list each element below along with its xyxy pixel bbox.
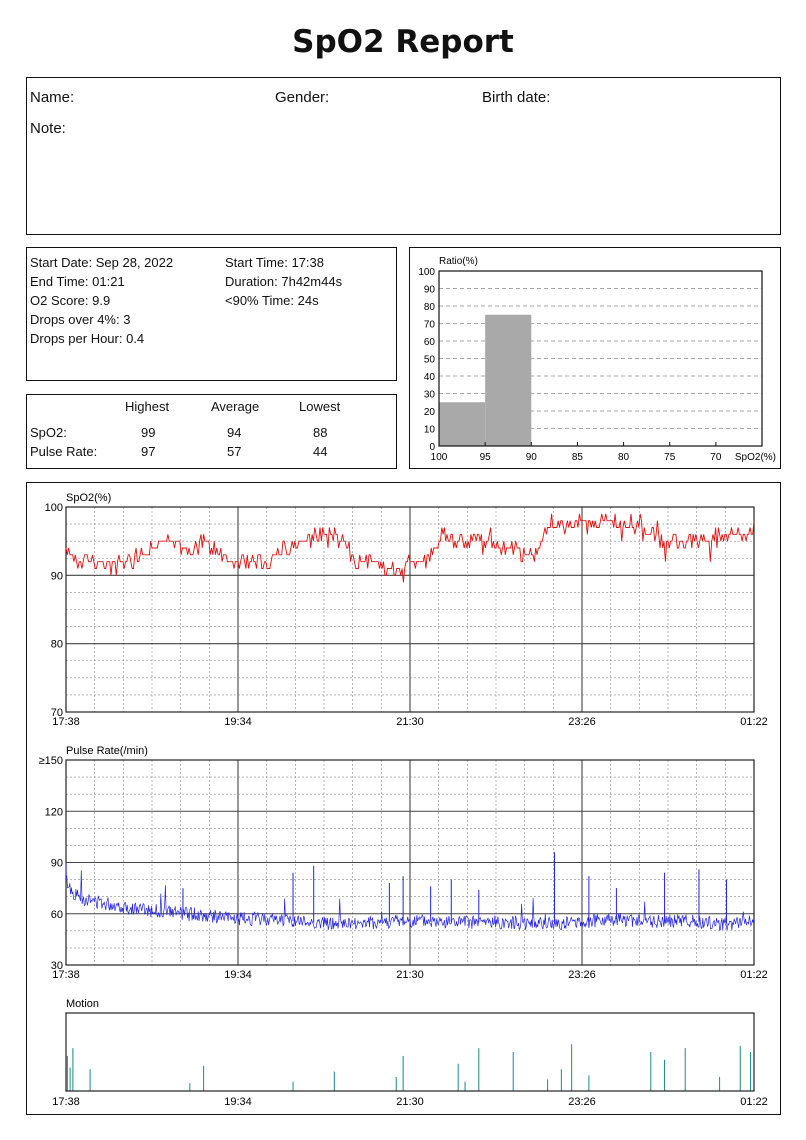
spo2-chart-xtick-label: 19:34 <box>224 716 252 728</box>
pulse-series-line <box>65 870 755 931</box>
pulse-highest: 97 <box>141 444 156 459</box>
histogram-xtick-label: 100 <box>431 452 448 463</box>
pulse-chart-xtick-label: 21:30 <box>396 969 424 981</box>
histogram-ytick-label: 40 <box>424 372 436 383</box>
o2-score: O2 Score: 9.9 <box>30 293 111 308</box>
pulse-chart-ytick-label: 120 <box>45 806 63 818</box>
spo2-chart-xtick-label: 17:38 <box>52 716 80 728</box>
spo2-chart-ytick-label: 90 <box>51 570 63 582</box>
spo2-series-line <box>65 513 755 583</box>
histogram-ytick-label: 30 <box>424 390 436 401</box>
pulse-lowest: 44 <box>313 444 328 459</box>
motion-xtick-label: 17:38 <box>52 1096 80 1108</box>
histogram-ytick-label: 80 <box>424 302 436 313</box>
spo2-chart-xtick-label: 21:30 <box>396 716 424 728</box>
spo2-chart-xtick-label: 23:26 <box>568 716 596 728</box>
histogram-ytick-label: 20 <box>424 407 436 418</box>
row-spo2-label: SpO2: <box>30 425 67 440</box>
pulse-chart-title: Pulse Rate(/min) <box>66 745 148 757</box>
motion-xtick-label: 23:26 <box>568 1096 596 1108</box>
histogram-ylabel: Ratio(%) <box>439 256 478 267</box>
spo2-chart-title: SpO2(%) <box>66 492 111 504</box>
histogram-ytick-label: 10 <box>424 425 436 436</box>
histogram-xtick-label: 85 <box>572 452 584 463</box>
patient-info-box: Name: Gender: Birth date: Note: <box>26 77 781 235</box>
note-label: Note: <box>30 120 66 137</box>
summary-box: Start Date: Sep 28, 2022 Start Time: 17:… <box>26 247 397 381</box>
motion-xtick-label: 19:34 <box>224 1096 252 1108</box>
header-average: Average <box>211 399 260 414</box>
start-time: Start Time: 17:38 <box>225 255 324 270</box>
pulse-chart-xtick-label: 19:34 <box>224 969 252 981</box>
histogram-box: Ratio(%) 0 10 20 30 40 50 60 70 80 90 100 100 95 90 85 8… <box>409 247 781 469</box>
histogram-xtick-label: 70 <box>710 452 722 463</box>
spo2-chart-ytick-label: 100 <box>45 502 63 514</box>
histogram-ytick-label: 100 <box>418 267 435 278</box>
spo2-chart-plot-area <box>65 506 755 713</box>
histogram-ytick-label: 70 <box>424 320 436 331</box>
drops-over-4: Drops over 4%: 3 <box>30 312 131 327</box>
stats-table-box: Highest Average Lowest SpO2: 99 94 88 Pu… <box>26 394 397 469</box>
spo2-lowest: 88 <box>313 425 328 440</box>
report-title: SpO2 Report <box>292 24 514 60</box>
pulse-chart-ytick-label: 90 <box>51 858 63 870</box>
histogram-ytick-label: 50 <box>424 355 436 366</box>
spo2-highest: 99 <box>141 425 156 440</box>
name-label: Name: <box>30 89 75 106</box>
motion-xtick-label: 21:30 <box>396 1096 424 1108</box>
histogram-xtick-label: 80 <box>618 452 630 463</box>
histogram-xtick-label: 90 <box>526 452 538 463</box>
birth-date-label: Birth date: <box>482 89 551 106</box>
pulse-chart-xtick-label: 17:38 <box>52 969 80 981</box>
motion-plot-area <box>65 1012 755 1092</box>
histogram-bar <box>485 314 532 446</box>
end-time: End Time: 01:21 <box>30 274 125 289</box>
row-pulse-label: Pulse Rate: <box>30 444 98 459</box>
spo2-chart-xtick-label: 01:22 <box>740 716 768 728</box>
spo2-average: 94 <box>227 425 242 440</box>
pulse-chart-xtick-label: 01:22 <box>740 969 768 981</box>
histogram-xlabel: SpO2(%) <box>735 452 776 463</box>
pulse-chart-ytick-label: 60 <box>51 909 63 921</box>
motion-xtick-label: 01:22 <box>740 1096 768 1108</box>
histogram-ytick-label: 60 <box>424 337 436 348</box>
histogram-ytick-label: 0 <box>429 442 435 453</box>
pulse-chart-ytick-label: 30 <box>51 960 63 972</box>
spo2-chart-ytick-label: 70 <box>51 707 63 719</box>
spo2-ratio-histogram: Ratio(%) 0 10 20 30 40 50 60 70 80 90 100 100 95 90 85 8… <box>418 256 776 463</box>
trend-charts-box: 70 80 90 100 17:38 19:34 21:30 23:26 01:22 SpO2(%… <box>26 482 781 1115</box>
gender-label: Gender: <box>275 89 330 106</box>
histogram-plot-area <box>438 270 763 447</box>
drops-per-hour: Drops per Hour: 0.4 <box>30 331 145 346</box>
pulse-chart-ytick-label: ≥150 <box>39 755 63 767</box>
spo2-chart-ytick-label: 80 <box>51 639 63 651</box>
histogram-bar <box>439 402 486 446</box>
pulse-chart-xtick-label: 23:26 <box>568 969 596 981</box>
motion-title: Motion <box>66 998 99 1010</box>
trend-charts: 70 80 90 100 17:38 19:34 21:30 23:26 01:22 SpO2(%… <box>39 492 768 1108</box>
header-lowest: Lowest <box>299 399 341 414</box>
pulse-average: 57 <box>227 444 242 459</box>
start-date: Start Date: Sep 28, 2022 <box>30 255 174 270</box>
below-90-time: <90% Time: 24s <box>225 293 319 308</box>
histogram-ytick-label: 90 <box>424 285 436 296</box>
duration: Duration: 7h42m44s <box>225 274 343 289</box>
histogram-xtick-label: 95 <box>480 452 492 463</box>
histogram-xtick-label: 75 <box>664 452 676 463</box>
header-highest: Highest <box>125 399 170 414</box>
